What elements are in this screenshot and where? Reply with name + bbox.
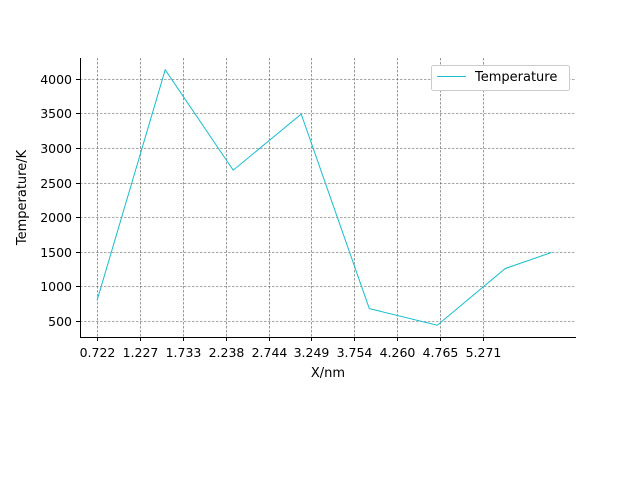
y-tick-label: 4000 [40, 72, 72, 87]
x-axis-label: X/nm [311, 366, 345, 381]
grid-lines [80, 58, 576, 337]
x-tick-label: 4.260 [380, 345, 416, 360]
x-tick-label: 3.754 [337, 345, 373, 360]
y-ticks: 500 1000 1500 2000 2500 3000 3500 4000 [40, 72, 80, 329]
legend: Temperature [431, 65, 570, 91]
x-tick-label: 1.733 [166, 345, 202, 360]
y-tick-label: 500 [48, 314, 72, 329]
x-ticks: 0.722 1.227 1.733 2.238 2.744 3.249 3.754 4.260… [80, 337, 502, 360]
x-tick-label: 3.249 [294, 345, 330, 360]
y-axis-label: Temperature/K [15, 149, 30, 246]
x-tick-label: 5.271 [466, 345, 502, 360]
axes [80, 58, 576, 338]
legend-label-temperature: Temperature [474, 70, 557, 85]
series-layer [96, 68, 552, 326]
y-tick-label: 1000 [40, 279, 72, 294]
x-tick-label: 4.765 [423, 345, 459, 360]
legend-box [431, 65, 570, 91]
y-tick-label: 3000 [40, 141, 72, 156]
y-tick-label: 2500 [40, 176, 72, 191]
x-tick-label: 1.227 [123, 345, 159, 360]
y-tick-label: 2000 [40, 210, 72, 225]
series-line-temperature [96, 68, 552, 326]
x-tick-label: 2.744 [252, 345, 288, 360]
y-tick-label: 3500 [40, 106, 72, 121]
x-tick-label: 0.722 [80, 345, 116, 360]
y-tick-label: 1500 [40, 245, 72, 260]
x-tick-label: 2.238 [209, 345, 245, 360]
